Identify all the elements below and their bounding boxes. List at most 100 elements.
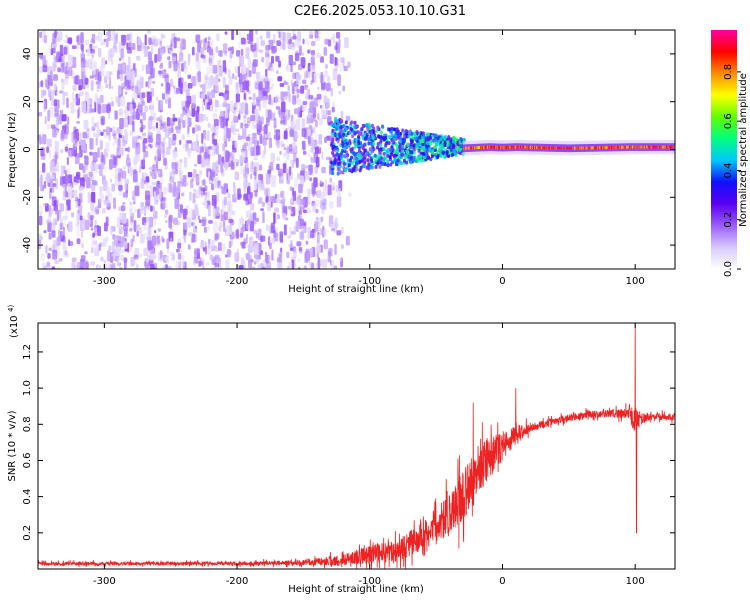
spectrogram-cell	[142, 132, 147, 137]
spectrogram-cell	[351, 168, 355, 173]
spectrogram-cell	[120, 75, 124, 80]
spectrogram-cell	[234, 140, 238, 148]
spectrogram-cell	[263, 268, 267, 269]
spectrogram-cell	[402, 158, 406, 163]
spectrogram-cell	[336, 171, 340, 176]
spectrogram-cell	[86, 128, 90, 133]
spectrogram-cell	[173, 217, 179, 225]
spectrogram-cell	[228, 163, 233, 168]
spectrogram-cell	[267, 254, 272, 267]
spectrogram-cell	[331, 164, 335, 169]
spectrogram-cell	[103, 38, 107, 43]
spectrogram-band	[488, 145, 491, 149]
spectrogram-cell	[38, 134, 42, 142]
spectrogram-cell	[277, 108, 282, 116]
spectrogram-cell	[336, 125, 340, 130]
spectrogram-band	[556, 146, 559, 150]
spectrogram-cell	[225, 84, 229, 94]
spectrogram-cell	[89, 215, 94, 220]
spectrogram-cell	[254, 80, 257, 89]
spectrogram-cell	[227, 192, 230, 199]
spectrogram-band	[506, 146, 508, 149]
spectrogram-cell	[318, 133, 323, 145]
spectrogram-band	[528, 145, 531, 149]
spectrogram-band	[625, 145, 628, 149]
spectrogram-cell	[76, 261, 82, 269]
spectrogram-cell	[51, 230, 56, 238]
spectrogram-band	[618, 145, 621, 149]
spectrogram-cell	[344, 127, 348, 132]
spectrogram-cell	[48, 149, 52, 159]
spectrogram-cell	[230, 160, 235, 170]
spectrogram-cell	[309, 177, 313, 182]
spectrogram-cell	[410, 131, 414, 136]
spectrogram-cell	[118, 57, 122, 61]
spectrogram-cell	[207, 40, 210, 48]
spectrogram-cell	[295, 100, 299, 105]
spectrogram-cell	[291, 61, 297, 66]
spectrogram-cell	[306, 171, 310, 180]
spectrogram-cell	[80, 230, 84, 239]
spectrogram-band	[621, 145, 624, 149]
spectrogram-cell	[62, 94, 66, 106]
spectrogram-band	[610, 146, 613, 149]
spectrogram-cell	[283, 80, 287, 85]
spectrogram-cell	[147, 240, 153, 251]
spectrogram-band	[557, 146, 559, 150]
spectrogram-cell	[62, 247, 68, 258]
spectrogram-cell	[56, 198, 60, 206]
spectrogram-cell	[77, 213, 80, 225]
spectrogram-cell	[297, 39, 301, 49]
spectrogram-cell	[265, 68, 268, 78]
spectrogram-cell	[82, 131, 87, 139]
y-tick-label: 0.6	[22, 453, 33, 469]
spectrogram-cell	[344, 120, 348, 125]
spectrogram-cell	[282, 38, 286, 50]
spectrogram-cell	[99, 140, 103, 150]
spectrogram-cell	[288, 261, 293, 269]
spectrogram-cell	[344, 37, 349, 49]
spectrogram-cell	[84, 39, 90, 45]
spectrogram-cell	[184, 208, 188, 216]
spectrogram-band	[656, 145, 659, 149]
spectrogram-cell	[268, 137, 273, 149]
spectrogram-cell	[238, 31, 241, 38]
spectrogram-cell	[296, 99, 302, 106]
spectrogram-cell	[228, 76, 233, 86]
spectrogram-cell	[159, 100, 163, 111]
spectrogram-cell	[248, 57, 252, 70]
spectrogram-cell	[133, 254, 139, 260]
spectrogram-band	[595, 146, 598, 150]
spectrogram-cell	[387, 141, 391, 146]
spectrogram-cell	[129, 32, 133, 41]
spectrogram-cell	[212, 162, 217, 172]
spectrogram-cell	[273, 212, 276, 224]
spectrogram-band	[531, 146, 534, 149]
spectrogram-cell	[300, 198, 306, 206]
spectrogram-cell	[129, 167, 133, 176]
spectrogram-cell	[345, 141, 349, 146]
spectrogram-cell	[187, 171, 193, 178]
spectrogram-cell	[150, 67, 155, 79]
spectrogram-cell	[54, 140, 60, 153]
spectrogram-cell	[213, 139, 218, 146]
spectrogram-cell	[311, 172, 314, 176]
spectrogram-cell	[167, 265, 172, 269]
spectrogram-cell	[254, 192, 258, 197]
spectrogram-cell	[151, 181, 157, 186]
y-tick-label: 20	[22, 95, 33, 108]
spectrogram-cell	[299, 218, 304, 226]
spectrogram-cell	[347, 61, 351, 68]
spectrogram-cell	[291, 120, 295, 128]
spectrogram-cell	[262, 260, 265, 266]
spectrogram-cell	[140, 110, 143, 117]
spectrogram-cell	[48, 232, 52, 240]
spectrogram-band	[553, 146, 555, 150]
spectrogram-cell	[84, 251, 88, 255]
spectrogram-cell	[316, 190, 322, 198]
spectrogram-band	[581, 146, 583, 150]
spectrogram-cell	[111, 252, 115, 257]
spectrogram-band	[598, 146, 601, 150]
spectrogram-cell	[87, 191, 91, 204]
spectrogram-band	[615, 145, 618, 149]
